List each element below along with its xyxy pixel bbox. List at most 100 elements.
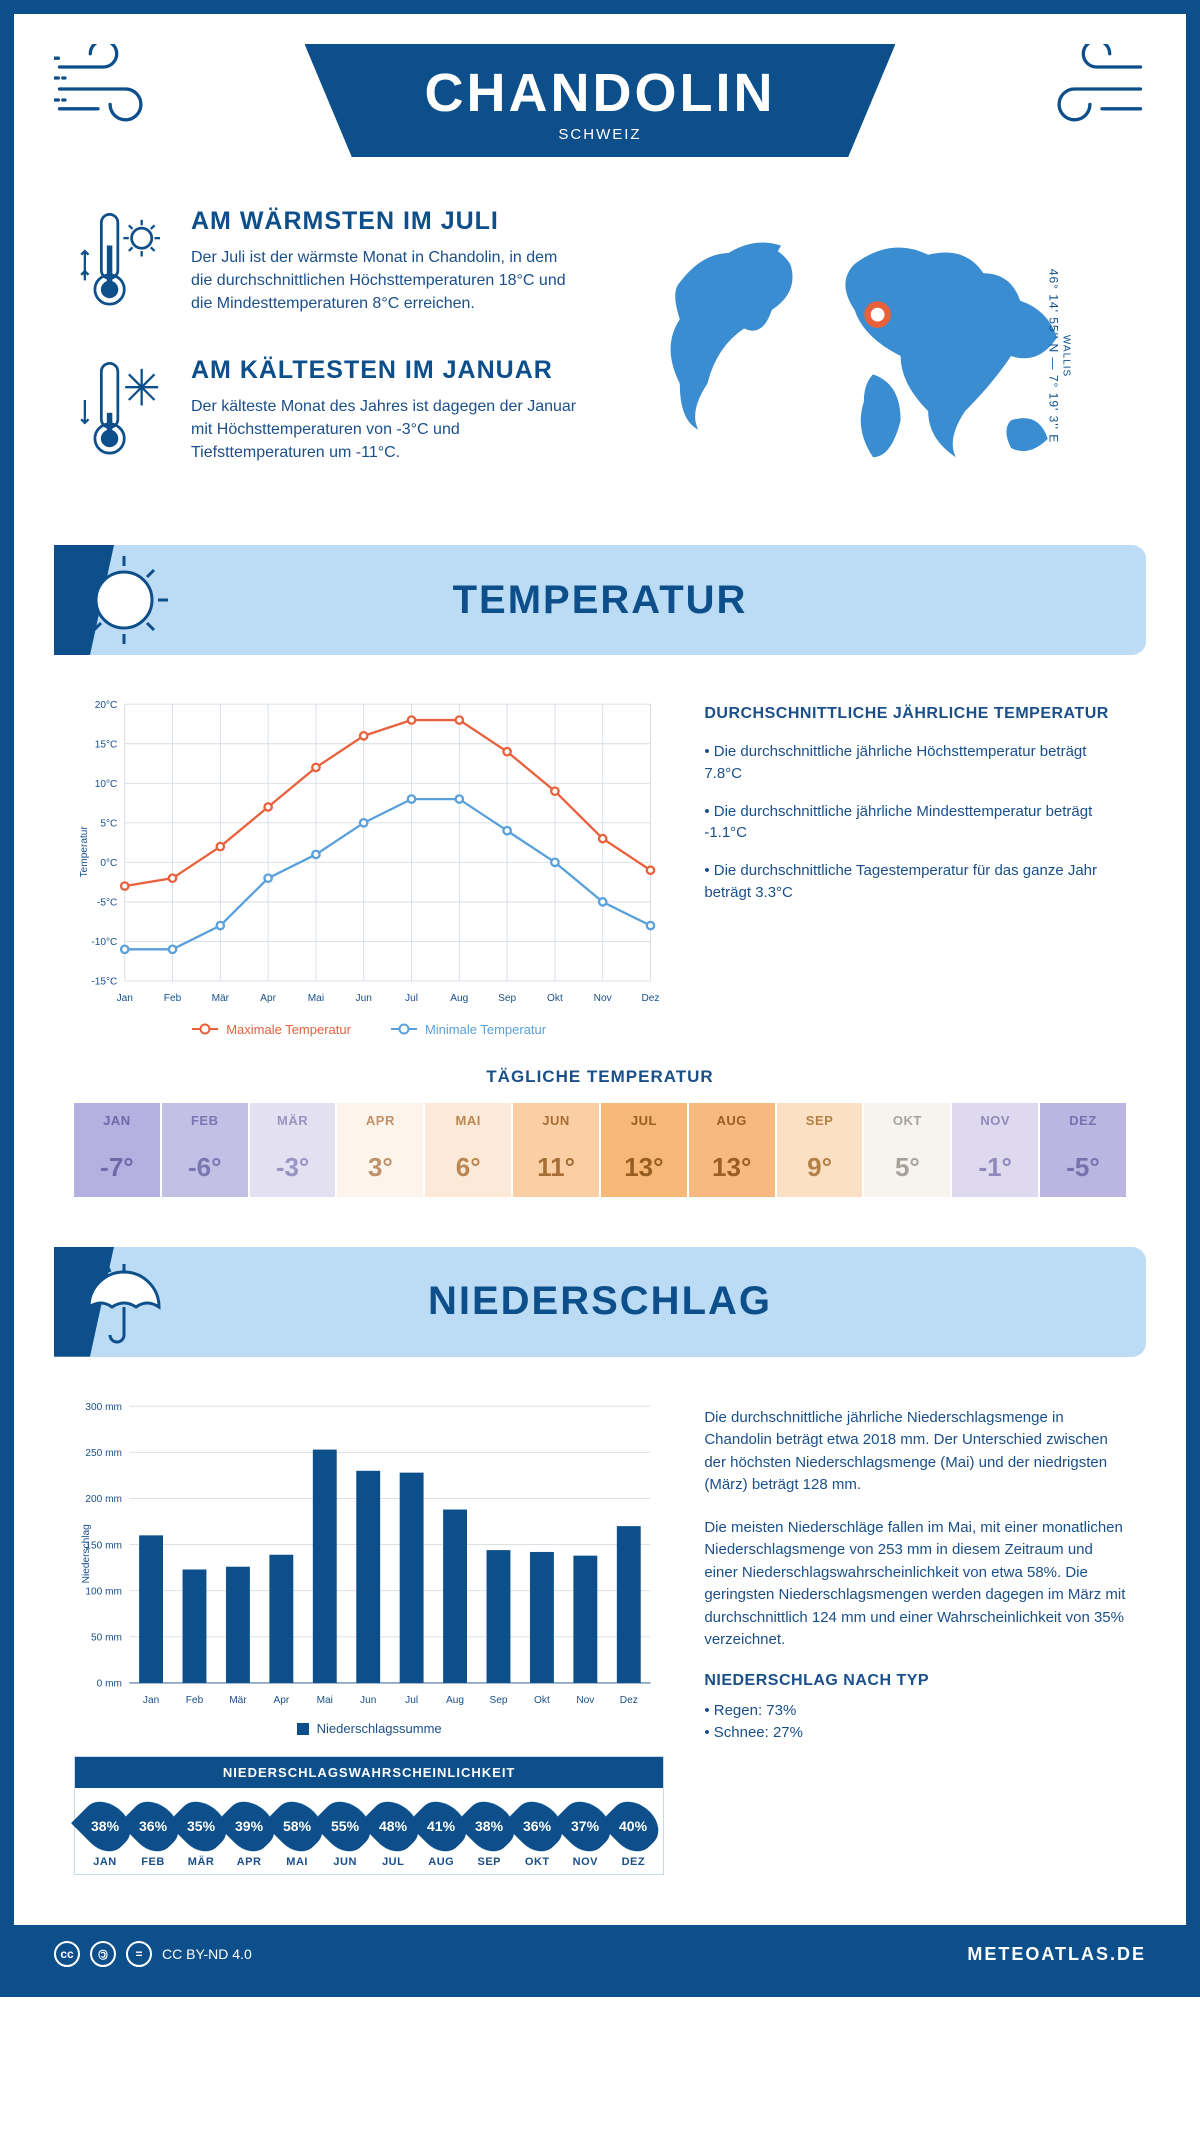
- warmest-text: Der Juli ist der wärmste Monat in Chando…: [191, 246, 580, 316]
- precip-prob-cell: 36%FEB: [129, 1800, 177, 1868]
- svg-text:50 mm: 50 mm: [91, 1632, 122, 1643]
- info-row: AM WÄRMSTEN IM JULI Der Juli ist der wär…: [14, 207, 1186, 545]
- svg-text:-10°C: -10°C: [91, 937, 117, 948]
- thermometer-cold-icon: [74, 356, 169, 471]
- month-cell: JUN11°: [513, 1103, 601, 1197]
- precip-prob-heading: NIEDERSCHLAGSWAHRSCHEINLICHKEIT: [75, 1757, 663, 1788]
- svg-text:Okt: Okt: [534, 1695, 550, 1706]
- license: cc 🄯 = CC BY-ND 4.0: [54, 1941, 252, 1967]
- page-frame: CHANDOLIN SCHWEIZ: [0, 0, 1200, 1997]
- svg-text:300 mm: 300 mm: [85, 1402, 122, 1413]
- license-text: CC BY-ND 4.0: [162, 1946, 252, 1962]
- temperature-stats: DURCHSCHNITTLICHE JÄHRLICHE TEMPERATUR D…: [704, 695, 1126, 1037]
- thermometer-hot-icon: [74, 207, 169, 322]
- month-cell: APR3°: [337, 1103, 425, 1197]
- precip-prob-cell: 37%NOV: [561, 1800, 609, 1868]
- svg-text:250 mm: 250 mm: [85, 1448, 122, 1459]
- world-map-icon: [643, 226, 1103, 486]
- svg-text:Dez: Dez: [620, 1695, 638, 1706]
- warmest-heading: AM WÄRMSTEN IM JULI: [191, 207, 580, 236]
- facts-column: AM WÄRMSTEN IM JULI Der Juli ist der wär…: [74, 207, 580, 505]
- location-title: CHANDOLIN: [425, 62, 776, 124]
- daily-temp-heading: TÄGLICHE TEMPERATUR: [74, 1067, 1126, 1087]
- svg-text:Sep: Sep: [498, 993, 516, 1004]
- cc-icon: cc: [54, 1941, 80, 1967]
- precipitation-banner: NIEDERSCHLAG: [54, 1247, 1146, 1357]
- svg-text:Temperatur: Temperatur: [79, 826, 90, 878]
- temperature-section: -15°C-10°C-5°C0°C5°C10°C15°C20°CJanFebMä…: [14, 665, 1186, 1057]
- svg-text:Nov: Nov: [594, 993, 613, 1004]
- month-strip: JAN-7°FEB-6°MÄR-3°APR3°MAI6°JUN11°JUL13°…: [74, 1103, 1126, 1197]
- svg-text:-15°C: -15°C: [91, 977, 117, 988]
- temperature-legend: Maximale Temperatur Minimale Temperatur: [74, 1022, 664, 1037]
- temperature-heading: TEMPERATUR: [453, 578, 748, 623]
- svg-text:Jun: Jun: [356, 993, 372, 1004]
- precip-prob-cell: 38%JAN: [81, 1800, 129, 1868]
- svg-text:Mär: Mär: [212, 993, 230, 1004]
- month-cell: MÄR-3°: [250, 1103, 338, 1197]
- temperature-banner: TEMPERATUR: [54, 545, 1146, 655]
- svg-text:20°C: 20°C: [95, 700, 118, 711]
- month-cell: FEB-6°: [162, 1103, 250, 1197]
- wind-icon-right: [1036, 44, 1146, 134]
- precipitation-section: 0 mm50 mm100 mm150 mm200 mm250 mm300 mmJ…: [14, 1367, 1186, 1896]
- svg-text:10°C: 10°C: [95, 779, 118, 790]
- svg-text:Dez: Dez: [641, 993, 659, 1004]
- temp-stat-item: Die durchschnittliche jährliche Mindestt…: [704, 801, 1126, 845]
- precip-prob-cell: 36%OKT: [513, 1800, 561, 1868]
- svg-text:Nov: Nov: [576, 1695, 595, 1706]
- coldest-fact: AM KÄLTESTEN IM JANUAR Der kälteste Mona…: [74, 356, 580, 471]
- precipitation-chart: 0 mm50 mm100 mm150 mm200 mm250 mm300 mmJ…: [74, 1397, 664, 1876]
- svg-text:Jul: Jul: [405, 1695, 418, 1706]
- precip-prob-cell: 41%AUG: [417, 1800, 465, 1868]
- precip-prob-cell: 35%MÄR: [177, 1800, 225, 1868]
- precip-legend: Niederschlagssumme: [74, 1721, 664, 1736]
- temperature-chart: -15°C-10°C-5°C0°C5°C10°C15°C20°CJanFebMä…: [74, 695, 664, 1037]
- temp-stat-item: Die durchschnittliche Tagestemperatur fü…: [704, 860, 1126, 904]
- precipitation-heading: NIEDERSCHLAG: [428, 1279, 772, 1324]
- svg-text:5°C: 5°C: [100, 819, 117, 830]
- month-cell: JUL13°: [601, 1103, 689, 1197]
- precipitation-text: Die durchschnittliche jährliche Niedersc…: [704, 1397, 1126, 1876]
- svg-text:Jan: Jan: [117, 993, 133, 1004]
- precip-type-heading: NIEDERSCHLAG NACH TYP: [704, 1672, 1126, 1690]
- svg-text:-5°C: -5°C: [97, 898, 117, 909]
- precip-prob-cell: 40%DEZ: [609, 1800, 657, 1868]
- month-cell: SEP9°: [777, 1103, 865, 1197]
- precip-prob-cell: 39%APR: [225, 1800, 273, 1868]
- warmest-fact: AM WÄRMSTEN IM JULI Der Juli ist der wär…: [74, 207, 580, 322]
- precip-p1: Die durchschnittliche jährliche Niedersc…: [704, 1407, 1126, 1497]
- sun-icon: [74, 550, 174, 650]
- svg-text:Jan: Jan: [143, 1695, 159, 1706]
- precip-p2: Die meisten Niederschläge fallen im Mai,…: [704, 1517, 1126, 1652]
- precip-type-item: Schnee: 27%: [704, 1722, 1126, 1745]
- svg-text:Okt: Okt: [547, 993, 563, 1004]
- by-icon: 🄯: [90, 1941, 116, 1967]
- month-cell: AUG13°: [689, 1103, 777, 1197]
- location-country: SCHWEIZ: [425, 126, 776, 143]
- coldest-heading: AM KÄLTESTEN IM JANUAR: [191, 356, 580, 385]
- umbrella-icon: [74, 1252, 174, 1352]
- svg-text:Jul: Jul: [405, 993, 418, 1004]
- svg-text:Apr: Apr: [260, 993, 276, 1004]
- month-cell: DEZ-5°: [1040, 1103, 1126, 1197]
- svg-text:Aug: Aug: [446, 1695, 464, 1706]
- svg-text:15°C: 15°C: [95, 739, 118, 750]
- month-cell: NOV-1°: [952, 1103, 1040, 1197]
- svg-text:200 mm: 200 mm: [85, 1494, 122, 1505]
- svg-text:0°C: 0°C: [100, 858, 117, 869]
- svg-text:Mai: Mai: [317, 1695, 333, 1706]
- month-cell: OKT5°: [864, 1103, 952, 1197]
- coordinates: WALLIS 46° 14' 55'' N — 7° 19' 3'' E: [1046, 269, 1071, 443]
- svg-text:Niederschlag: Niederschlag: [81, 1524, 92, 1583]
- temp-stats-heading: DURCHSCHNITTLICHE JÄHRLICHE TEMPERATUR: [704, 705, 1126, 723]
- precip-prob-cell: 58%MAI: [273, 1800, 321, 1868]
- precip-prob-cell: 48%JUL: [369, 1800, 417, 1868]
- title-banner: CHANDOLIN SCHWEIZ: [305, 44, 896, 157]
- daily-temperature: TÄGLICHE TEMPERATUR JAN-7°FEB-6°MÄR-3°AP…: [14, 1057, 1186, 1247]
- month-cell: MAI6°: [425, 1103, 513, 1197]
- svg-text:Mär: Mär: [229, 1695, 247, 1706]
- svg-text:Feb: Feb: [186, 1695, 204, 1706]
- nd-icon: =: [126, 1941, 152, 1967]
- footer: cc 🄯 = CC BY-ND 4.0 METEOATLAS.DE: [14, 1925, 1186, 1983]
